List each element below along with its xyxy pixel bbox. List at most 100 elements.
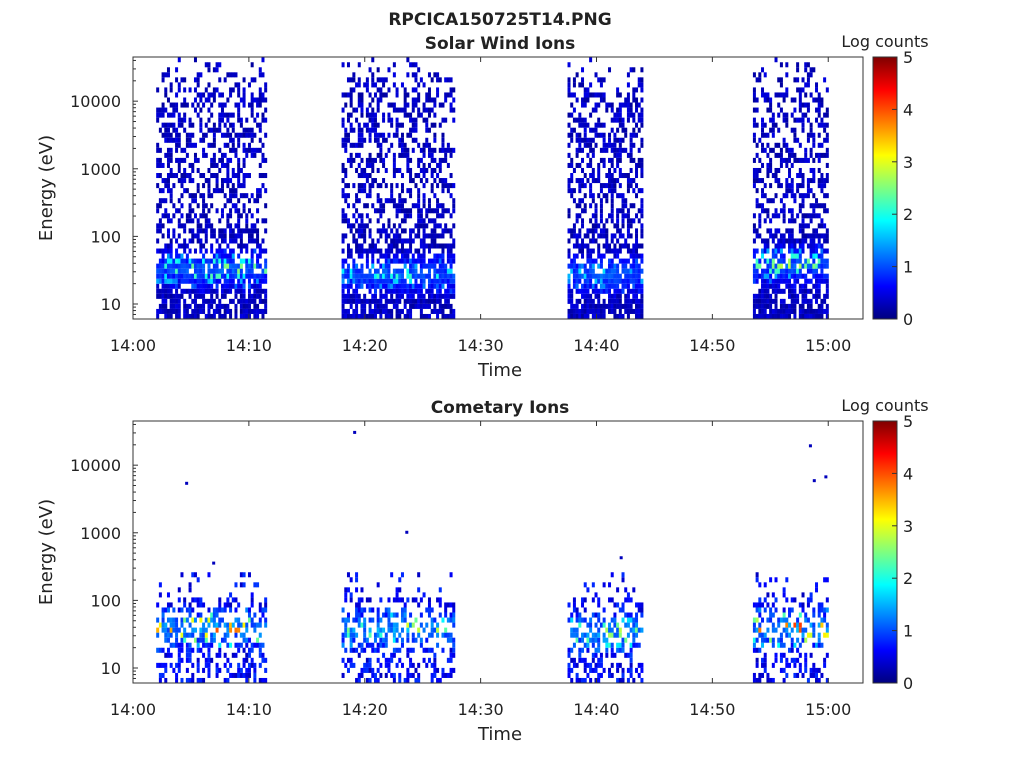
heatmap-cell (355, 572, 359, 578)
heatmap-cell (820, 313, 824, 319)
heatmap-cell (250, 193, 254, 199)
heatmap-cell (599, 233, 603, 239)
heatmap-cell (382, 203, 386, 209)
heatmap-cell (820, 243, 824, 249)
heatmap-cell (237, 602, 241, 608)
heatmap-cell (245, 228, 249, 234)
heatmap-cell (433, 97, 437, 103)
heatmap-cell (212, 637, 216, 643)
heatmap-cell (175, 283, 179, 289)
heatmap-cell (806, 263, 810, 269)
heatmap-cell (616, 642, 620, 648)
heatmap-cell (387, 298, 391, 304)
heatmap-cell (793, 248, 797, 254)
heatmap-cell (441, 283, 445, 289)
heatmap-cell (436, 203, 440, 209)
heatmap-cell (400, 173, 404, 179)
heatmap-cell (231, 652, 235, 658)
heatmap-cell (239, 298, 243, 304)
heatmap-cell (253, 612, 257, 618)
heatmap-cell (156, 147, 160, 153)
heatmap-cell (158, 662, 162, 668)
heatmap-cell (207, 208, 211, 214)
heatmap-cell (769, 107, 773, 113)
heatmap-cell (414, 77, 418, 83)
heatmap-cell (355, 293, 359, 299)
heatmap-cell (793, 152, 797, 158)
heatmap-cell (185, 607, 189, 613)
heatmap-cell (618, 677, 622, 683)
heatmap-cell (815, 117, 819, 123)
heatmap-cell (392, 637, 396, 643)
heatmap-cell (357, 142, 361, 148)
heatmap-cell (602, 283, 606, 289)
heatmap-cell (199, 137, 203, 143)
heatmap-cell (363, 607, 367, 613)
heatmap-cell (264, 97, 268, 103)
isolated-point (824, 475, 828, 479)
heatmap-cell (809, 672, 813, 678)
heatmap-cell (572, 597, 576, 603)
heatmap-cell (779, 238, 783, 244)
heatmap-cell (430, 173, 434, 179)
heatmap-cell (218, 258, 222, 264)
heatmap-cell (809, 92, 813, 98)
heatmap-cell (618, 293, 622, 299)
heatmap-cell (752, 273, 756, 279)
heatmap-cell (629, 248, 633, 254)
heatmap-cell (349, 77, 353, 83)
heatmap-cell (796, 617, 800, 623)
heatmap-cell (379, 198, 383, 204)
heatmap-cell (782, 213, 786, 219)
heatmap-cell (344, 293, 348, 299)
heatmap-cell (782, 233, 786, 239)
heatmap-cell (441, 303, 445, 309)
heatmap-cell (616, 147, 620, 153)
heatmap-cell (212, 228, 216, 234)
heatmap-cell (239, 293, 243, 299)
heatmap-cell (363, 137, 367, 143)
heatmap-cell (610, 572, 614, 578)
heatmap-cell (360, 223, 364, 229)
heatmap-cell (752, 132, 756, 138)
heatmap-cell (823, 152, 827, 158)
heatmap-cell (409, 283, 413, 289)
heatmap-cell (384, 253, 388, 259)
heatmap-cell (758, 303, 762, 309)
heatmap-cell (185, 303, 189, 309)
heatmap-cell (812, 178, 816, 184)
heatmap-cell (581, 293, 585, 299)
heatmap-cell (567, 672, 571, 678)
heatmap-cell (575, 97, 579, 103)
heatmap-cell (591, 667, 595, 673)
heatmap-cell (444, 268, 448, 274)
heatmap-cell (758, 233, 762, 239)
heatmap-cell (616, 587, 620, 593)
heatmap-cell (360, 92, 364, 98)
heatmap-cell (605, 283, 609, 289)
heatmap-cell (793, 77, 797, 83)
heatmap-cell (409, 273, 413, 279)
heatmap-cell (390, 273, 394, 279)
heatmap-cell (825, 622, 829, 628)
heatmap-cell (817, 112, 821, 118)
heatmap-cell (357, 273, 361, 279)
heatmap-cell (766, 617, 770, 623)
heatmap-cell (782, 288, 786, 294)
heatmap-cell (452, 203, 456, 209)
heatmap-cell (796, 253, 800, 259)
heatmap-cell (207, 313, 211, 319)
heatmap-cell (158, 112, 162, 118)
heatmap-cell (245, 308, 249, 314)
heatmap-cell (161, 253, 165, 259)
heatmap-cell (166, 178, 170, 184)
heatmap-cell (441, 672, 445, 678)
heatmap-cell (761, 188, 765, 194)
heatmap-cell (812, 238, 816, 244)
heatmap-cell (589, 308, 593, 314)
heatmap-cell (376, 228, 380, 234)
heatmap-cell (185, 152, 189, 158)
heatmap-cell (621, 617, 625, 623)
heatmap-cell (234, 152, 238, 158)
heatmap-cell (417, 92, 421, 98)
